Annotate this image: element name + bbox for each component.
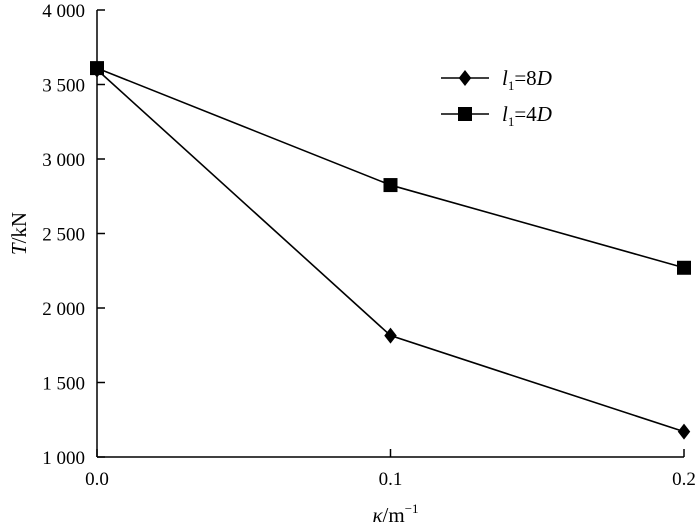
legend-label-0-var: l bbox=[502, 66, 508, 90]
x-axis-symbol: κ bbox=[372, 503, 383, 526]
legend-label-1-sub: 1 bbox=[508, 114, 515, 129]
legend-label-1-end: D bbox=[536, 102, 552, 126]
y-tick-label-0: 1 000 bbox=[42, 448, 85, 469]
x-ticks: 0.0 0.1 0.2 bbox=[85, 449, 696, 490]
y-tick-label-3: 2 500 bbox=[42, 225, 85, 246]
series-line-0 bbox=[96, 69, 685, 433]
legend-label-1-rest: =4 bbox=[514, 102, 537, 126]
legend-label-0-end: D bbox=[536, 66, 552, 90]
legend-label-0: l1=8D bbox=[502, 66, 552, 93]
legend-label-0-rest: =8 bbox=[514, 66, 536, 90]
legend-label-1-var: l bbox=[502, 102, 508, 126]
x-axis-unit-superscript: −1 bbox=[405, 501, 419, 516]
series-layer bbox=[90, 61, 691, 440]
y-tick-label-5: 3 500 bbox=[42, 76, 85, 97]
series-line-1 bbox=[96, 67, 685, 269]
y-ticks: 1 000 1 500 2 000 2 500 3 000 3 500 4 000 bbox=[42, 1, 105, 469]
x-tick-label-2: 0.2 bbox=[672, 469, 696, 490]
legend-label-0-sub: 1 bbox=[508, 78, 515, 93]
y-tick-label-6: 4 000 bbox=[42, 1, 85, 22]
series-0-point-2 bbox=[677, 423, 691, 440]
y-tick-label-1: 1 500 bbox=[42, 374, 85, 395]
y-tick-label-4: 3 000 bbox=[42, 150, 85, 171]
x-tick-label-1: 0.1 bbox=[379, 469, 403, 490]
y-axis-symbol: T bbox=[7, 242, 31, 255]
legend-marker-diamond bbox=[458, 70, 472, 86]
y-axis-title: T/kN bbox=[7, 212, 31, 255]
legend-item-0: l1=8D bbox=[441, 66, 552, 93]
legend-item-1: l1=4D bbox=[441, 102, 552, 129]
legend: l1=8D l1=4D bbox=[441, 66, 552, 129]
legend-label-1: l1=4D bbox=[502, 102, 552, 129]
series-1-point-2 bbox=[677, 260, 691, 275]
x-tick-label-0: 0.0 bbox=[85, 469, 109, 490]
x-axis-unit: /m bbox=[383, 503, 405, 526]
y-tick-label-2: 2 000 bbox=[42, 299, 85, 320]
series-1-point-1 bbox=[383, 178, 398, 193]
legend-marker-square bbox=[458, 107, 472, 121]
series-0-point-1 bbox=[384, 327, 397, 344]
y-axis-unit: /kN bbox=[7, 212, 31, 244]
series-1-point-0 bbox=[90, 61, 104, 76]
x-axis-title: κ/m−1 bbox=[372, 501, 418, 526]
axes bbox=[96, 10, 684, 458]
